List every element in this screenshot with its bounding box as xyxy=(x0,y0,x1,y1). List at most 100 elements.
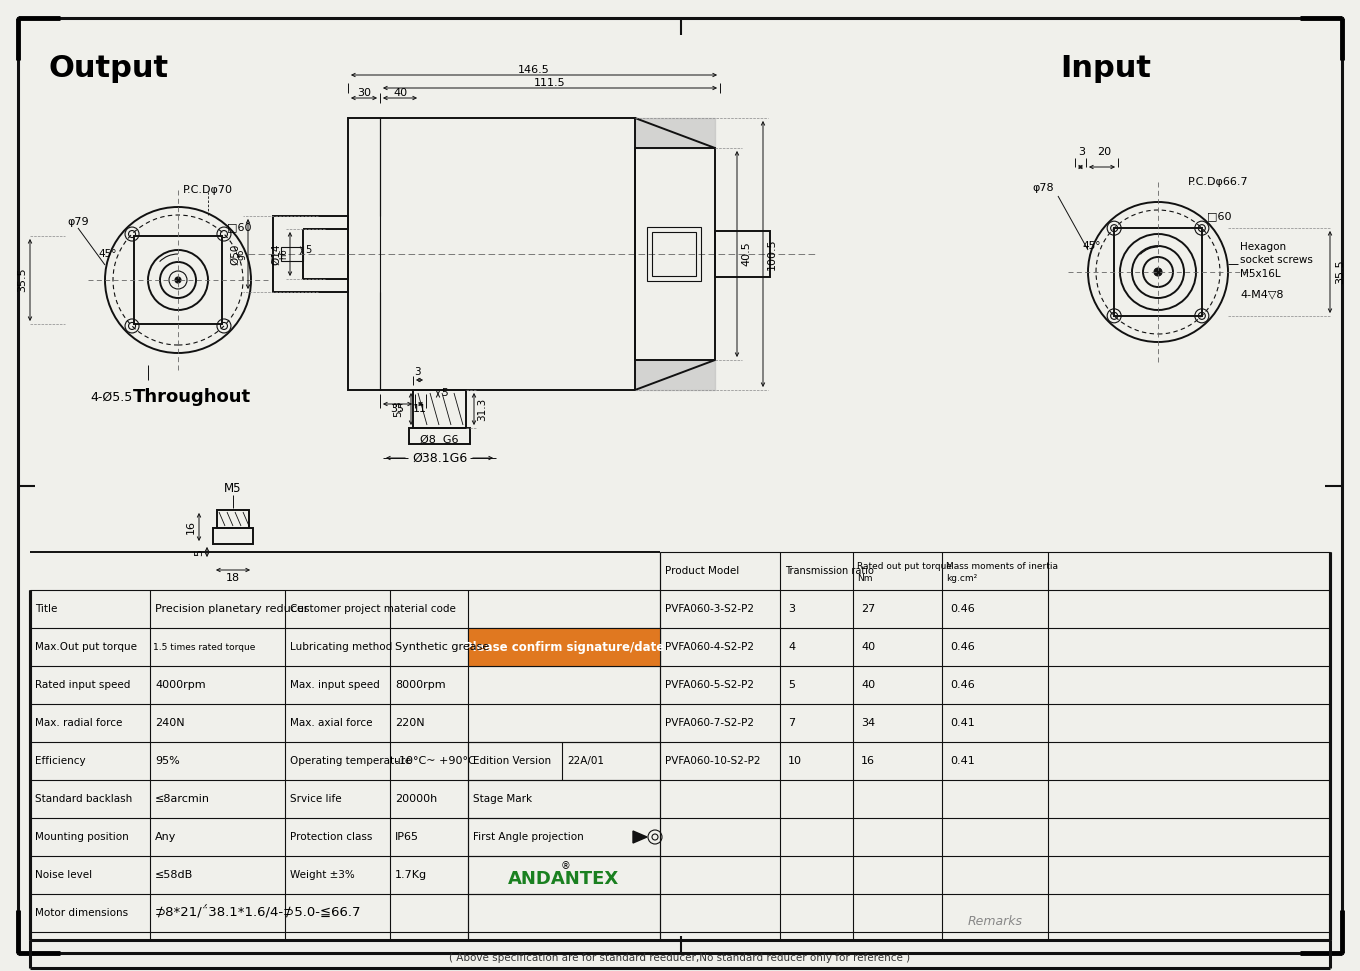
Text: ANDANTEX: ANDANTEX xyxy=(509,870,620,888)
Text: socket screws: socket screws xyxy=(1240,255,1312,265)
Text: ≤58dB: ≤58dB xyxy=(155,870,193,880)
Text: 11: 11 xyxy=(413,404,427,414)
Text: Standard backlash: Standard backlash xyxy=(35,794,132,804)
Text: Stage Mark: Stage Mark xyxy=(473,794,532,804)
Text: 34: 34 xyxy=(861,718,874,728)
Text: 5: 5 xyxy=(305,245,311,255)
Text: 95%: 95% xyxy=(155,756,180,766)
Text: Rated out put torque: Rated out put torque xyxy=(857,561,952,571)
Text: 20000h: 20000h xyxy=(394,794,438,804)
Bar xyxy=(715,231,770,277)
Text: 22A/01: 22A/01 xyxy=(567,756,604,766)
Text: 220N: 220N xyxy=(394,718,424,728)
Text: Srvice life: Srvice life xyxy=(290,794,341,804)
Circle shape xyxy=(1155,268,1161,276)
Text: kg.cm²: kg.cm² xyxy=(947,574,978,583)
Text: PVFA060-10-S2-P2: PVFA060-10-S2-P2 xyxy=(665,756,760,766)
Bar xyxy=(409,428,471,444)
Text: -10°C~ +90°C: -10°C~ +90°C xyxy=(394,756,476,766)
Text: IP65: IP65 xyxy=(394,832,419,842)
Text: Mass moments of inertia: Mass moments of inertia xyxy=(947,561,1058,571)
Text: 0.41: 0.41 xyxy=(951,756,975,766)
Bar xyxy=(218,510,249,528)
Text: M5: M5 xyxy=(224,482,242,494)
Text: Any: Any xyxy=(155,832,177,842)
Text: Product Model: Product Model xyxy=(665,566,740,576)
Text: 1.5 times rated torque: 1.5 times rated torque xyxy=(152,643,256,652)
Bar xyxy=(647,227,700,281)
Text: Hexagon: Hexagon xyxy=(1240,242,1287,252)
Text: Max. input speed: Max. input speed xyxy=(290,680,379,690)
Text: M5x16L: M5x16L xyxy=(1240,269,1281,279)
Text: ( Above specification are for standard reeducer,No standard reducer only for ref: ( Above specification are for standard r… xyxy=(449,953,911,963)
Text: Max.Out put torque: Max.Out put torque xyxy=(35,642,137,652)
Text: Ø38.1G6: Ø38.1G6 xyxy=(412,452,468,464)
Bar xyxy=(635,148,715,360)
Text: g6: g6 xyxy=(237,249,246,260)
Text: 5: 5 xyxy=(194,549,204,555)
Text: Max. axial force: Max. axial force xyxy=(290,718,373,728)
Text: Input: Input xyxy=(1059,53,1151,83)
Text: 10: 10 xyxy=(787,756,802,766)
Text: 27: 27 xyxy=(861,604,876,614)
Text: Ø8  G6: Ø8 G6 xyxy=(420,435,458,445)
Circle shape xyxy=(175,277,181,283)
Text: 5: 5 xyxy=(787,680,796,690)
Bar xyxy=(135,236,222,324)
Text: Synthetic grease: Synthetic grease xyxy=(394,642,490,652)
Bar xyxy=(468,628,660,666)
Bar xyxy=(651,232,696,276)
Text: Operating temperature: Operating temperature xyxy=(290,756,411,766)
Text: 4000rpm: 4000rpm xyxy=(155,680,205,690)
Bar xyxy=(214,528,253,544)
Text: 35: 35 xyxy=(390,404,404,414)
Text: 18: 18 xyxy=(226,573,241,583)
Text: Max. radial force: Max. radial force xyxy=(35,718,122,728)
Text: Nm: Nm xyxy=(857,574,873,583)
Text: Mounting position: Mounting position xyxy=(35,832,129,842)
Text: PVFA060-4-S2-P2: PVFA060-4-S2-P2 xyxy=(665,642,753,652)
Text: h6: h6 xyxy=(279,249,288,259)
Text: 146.5: 146.5 xyxy=(518,65,549,75)
Bar xyxy=(348,118,635,390)
Text: Edition Version: Edition Version xyxy=(473,756,551,766)
Text: P.C.Dφ70: P.C.Dφ70 xyxy=(184,185,233,195)
Text: Lubricating method: Lubricating method xyxy=(290,642,392,652)
Text: □60: □60 xyxy=(227,222,252,232)
Text: φ79: φ79 xyxy=(67,217,88,227)
Text: PVFA060-5-S2-P2: PVFA060-5-S2-P2 xyxy=(665,680,753,690)
Text: 40: 40 xyxy=(393,88,407,98)
Text: Ø50: Ø50 xyxy=(230,244,239,265)
Text: Motor dimensions: Motor dimensions xyxy=(35,908,128,918)
Text: Title: Title xyxy=(35,604,57,614)
Text: 31.3: 31.3 xyxy=(477,397,487,420)
Text: φ78: φ78 xyxy=(1032,183,1054,193)
Text: Throughout: Throughout xyxy=(133,388,252,406)
Text: 3: 3 xyxy=(413,367,420,377)
Text: 4: 4 xyxy=(787,642,796,652)
Text: 20: 20 xyxy=(1098,147,1111,157)
Text: 40: 40 xyxy=(861,680,874,690)
Text: 100.5: 100.5 xyxy=(767,238,777,270)
Polygon shape xyxy=(635,360,715,390)
Text: 35.5: 35.5 xyxy=(16,268,27,292)
Polygon shape xyxy=(632,831,647,843)
Text: Customer project material code: Customer project material code xyxy=(290,604,456,614)
Text: Efficiency: Efficiency xyxy=(35,756,86,766)
Text: □60: □60 xyxy=(1208,211,1232,221)
Text: 0.41: 0.41 xyxy=(951,718,975,728)
Text: 16: 16 xyxy=(186,520,196,534)
Text: Precision planetary reducer: Precision planetary reducer xyxy=(155,604,309,614)
Text: 0.46: 0.46 xyxy=(951,604,975,614)
Text: PVFA060-7-S2-P2: PVFA060-7-S2-P2 xyxy=(665,718,753,728)
Text: 30: 30 xyxy=(356,88,371,98)
Text: Transmission ratio: Transmission ratio xyxy=(785,566,874,576)
Text: Remarks: Remarks xyxy=(967,915,1023,927)
Text: 45°: 45° xyxy=(1083,241,1100,251)
Text: Please confirm signature/date: Please confirm signature/date xyxy=(464,641,664,653)
Text: ⊅8*21/΅38.1*1.6/4-⊅5.0-≦66.7: ⊅8*21/΅38.1*1.6/4-⊅5.0-≦66.7 xyxy=(155,906,362,920)
Text: 45°: 45° xyxy=(98,249,117,259)
Bar xyxy=(1114,228,1202,316)
Text: ≤8arcmin: ≤8arcmin xyxy=(155,794,209,804)
Text: 1.7Kg: 1.7Kg xyxy=(394,870,427,880)
